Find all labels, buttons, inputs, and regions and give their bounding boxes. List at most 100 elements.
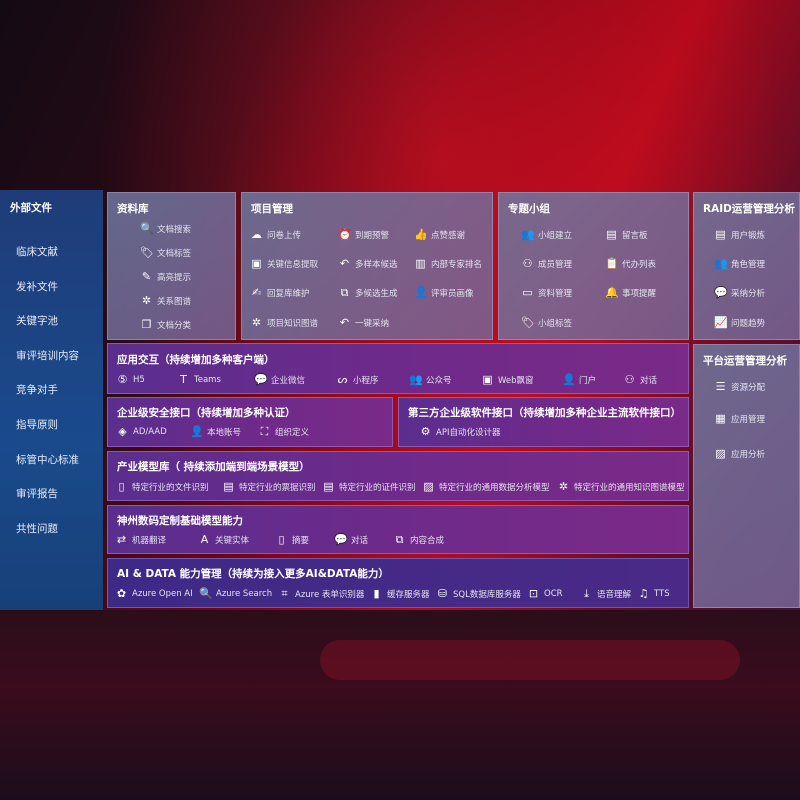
sidebar-item[interactable]: 审评报告 [16,488,58,501]
sidebar-item[interactable]: 临床文献 [16,246,58,258]
industry-item-1[interactable]: ▤ 特定行业的票据识别 [222,480,315,493]
ai-data-item-0[interactable]: ✿ Azure Open AI [115,587,193,600]
group-item-2[interactable]: ⚇ 成员管理 [521,257,572,270]
group-item-0[interactable]: 👥 小组建立 [521,228,572,241]
security-item-2[interactable]: ⛶ 组织定义 [258,425,309,439]
sidebar-item[interactable]: 共性问题 [16,522,58,535]
interaction-item-2[interactable]: 💬 企业微信 [254,373,305,386]
security-item-1[interactable]: 👤 本地账号 [190,425,241,438]
trend-icon: 📈 [714,316,728,329]
industry-item-2[interactable]: ▤ 特定行业的证件识别 [322,480,415,493]
item-label: 机器翻译 [132,535,167,546]
group-item-6[interactable]: 🏷 小组标签 [521,316,572,329]
base-model-item-1[interactable]: A 关键实体 [198,533,249,546]
raid-item-1[interactable]: 👥 角色管理 [714,257,765,270]
project-item-6[interactable]: ✍ 回复库维护 [250,286,310,299]
user-add-icon: ⚇ [522,257,533,270]
sidebar-item[interactable]: 指导原则 [16,419,58,431]
group-item-1[interactable]: ▤ 留言板 [605,228,647,241]
sidebar-item[interactable]: 竞争对手 [16,384,58,397]
industry-item-3[interactable]: ▨ 特定行业的通用数据分析模型 [422,480,549,493]
base-model-item-4[interactable]: ⧉ 内容合成 [393,533,444,547]
org-icon: ⛶ [260,425,269,438]
interaction-item-4[interactable]: 👥 公众号 [409,373,452,386]
doc-icon: ▯ [118,480,125,493]
thumbs-up-icon: 👍 [414,228,428,241]
project-item-8[interactable]: 👤 评审员画像 [414,286,474,299]
industry-item-0[interactable]: ▯ 特定行业的文件识别 [115,480,208,493]
platform-item-1[interactable]: ▦ 应用管理 [714,412,765,425]
library-item-4[interactable]: ❐ 文档分类 [140,318,191,331]
group-item-3[interactable]: 📋 代办列表 [605,257,656,270]
third-party-item-0[interactable]: ⚙ API自动化设计器 [419,425,501,438]
item-label: 企业微信 [271,375,306,386]
library-item-2[interactable]: ✎ 高亮提示 [140,270,191,283]
interaction-item-6[interactable]: 👤 门户 [562,373,596,386]
project-item-9[interactable]: ✲ 项目知识图谱 [250,316,318,329]
ai-data-item-3[interactable]: ▮ 缓存服务器 [370,587,429,600]
users-icon: 👥 [521,228,535,241]
doc-search-icon: 🔍 [140,222,154,235]
library-item-3[interactable]: ✲ 关系图谱 [140,294,191,307]
project-item-4[interactable]: ↶ 多样本候选 [338,257,398,270]
security-item-0[interactable]: ◈ AD/AAD [116,425,166,438]
project-item-0[interactable]: ☁ 问卷上传 [250,228,301,241]
interaction-item-3[interactable]: ᔕ 小程序 [336,373,379,386]
item-label: 资料管理 [538,288,573,299]
ai-data-item-5[interactable]: ⊡ OCR [527,587,563,600]
ai-data-item-1[interactable]: 🔍 Azure Search [199,587,272,600]
project-item-5[interactable]: ▥ 内部专家排名 [414,257,482,270]
item-label: 小组标签 [538,318,573,329]
platform-item-0[interactable]: ☰ 资源分配 [714,380,765,393]
interaction-item-7[interactable]: ⚇ 对话 [623,373,657,386]
industry-item-4[interactable]: ✲ 特定行业的通用知识图谱模型 [557,480,685,493]
ranking-icon: ▥ [415,257,426,270]
alarm-icon: ⏰ [338,228,352,241]
users-icon: 👥 [409,373,423,386]
panel-title: 企业级安全接口（持续增加多种认证） [117,407,296,419]
base-model-item-0[interactable]: ⇄ 机器翻译 [115,533,166,546]
raid-item-3[interactable]: 📈 问题趋势 [714,316,765,329]
item-label: 用户锻炼 [731,230,766,241]
base-model-item-3[interactable]: 💬 对话 [334,533,368,546]
ai-data-item-7[interactable]: ♫ TTS [637,587,670,600]
item-label: OCR [544,588,563,599]
ai-data-item-4[interactable]: ⛁ SQL数据库服务器 [436,587,521,600]
group-item-4[interactable]: ▭ 资料管理 [521,286,572,299]
ai-data-item-2[interactable]: ⌗ Azure 表单识别器 [278,587,364,601]
group-item-5[interactable]: 🔔 事项提醒 [605,286,656,299]
interaction-item-1[interactable]: T Teams [177,373,221,386]
sidebar-item[interactable]: 关键字池 [16,315,58,328]
item-label: H5 [133,374,145,385]
puzzle-icon: ⧉ [340,286,349,299]
item-label: 特定行业的通用知识图谱模型 [574,482,685,493]
raid-item-2[interactable]: 💬 采纳分析 [714,286,765,299]
sidebar-item[interactable]: 发补文件 [16,280,58,293]
raid-item-0[interactable]: ▤ 用户锻炼 [714,228,765,241]
platform-item-2[interactable]: ▨ 应用分析 [714,447,765,460]
project-item-2[interactable]: 👍 点赞感谢 [414,228,465,241]
sidebar-item[interactable]: 审评培训内容 [16,349,79,362]
panel-raid-analysis: RAID运营管理分析 ▤ 用户锻炼 👥 角色管理 💬 采纳分析 📈 问题趋势 [693,192,800,340]
ai-data-item-6[interactable]: ⤓ 语音理解 [580,587,631,601]
project-item-3[interactable]: ▣ 关键信息提取 [250,257,318,270]
interaction-item-0[interactable]: ⑤ H5 [116,373,145,386]
interaction-item-5[interactable]: ▣ Web飘窗 [481,373,533,386]
item-label: 语音理解 [597,590,632,600]
project-item-1[interactable]: ⏰ 到期预警 [338,228,389,241]
sidebar-item[interactable]: 标管中心标准 [16,453,79,466]
graph-icon: ✲ [558,480,569,493]
library-item-0[interactable]: 🔍 文档搜索 [140,222,191,235]
window-icon: ▣ [482,373,493,386]
panel-title: 产业模型库（ 持续添加端到端场景模型） [117,461,310,473]
item-label: SQL数据库服务器 [453,589,521,600]
item-label: 文档标签 [157,248,192,259]
project-item-7[interactable]: ⧉ 多候选生成 [338,286,398,300]
library-item-1[interactable]: 🏷 文档标签 [140,246,191,259]
item-label: 小组建立 [538,230,573,241]
project-item-10[interactable]: ↶ 一键采纳 [338,316,389,329]
panel-topic-group: 专题小组 👥 小组建立 ▤ 留言板 ⚇ 成员管理 📋 代办列表 ▭ 资料管理 🔔 事项提醒 🏷 小组标签 [498,192,689,340]
item-label: 应用管理 [731,414,766,425]
floor-shadow [320,640,740,680]
base-model-item-2[interactable]: ▯ 摘要 [275,533,309,546]
